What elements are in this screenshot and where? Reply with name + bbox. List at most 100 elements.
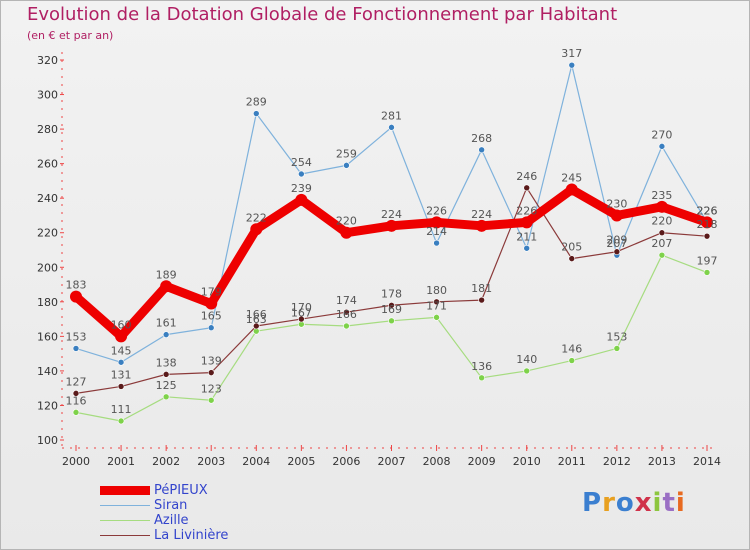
data-label: 220 [651, 215, 672, 228]
data-point [613, 345, 621, 352]
data-point [613, 248, 621, 256]
data-point [433, 298, 440, 306]
x-tick-label: 2003 [197, 455, 225, 468]
data-label: 254 [291, 156, 312, 169]
data-label: 259 [336, 147, 357, 160]
data-label: 136 [471, 360, 492, 373]
y-tick-label: 320 [37, 54, 58, 67]
data-point [703, 232, 711, 240]
data-label: 239 [291, 182, 312, 195]
y-tick-label: 280 [37, 123, 58, 136]
data-point [115, 330, 128, 343]
x-tick-label: 2008 [423, 455, 451, 468]
data-label: 178 [381, 287, 402, 300]
data-point [72, 409, 80, 416]
x-tick-label: 2013 [648, 455, 676, 468]
data-label: 214 [426, 225, 447, 238]
data-label: 226 [697, 204, 718, 217]
data-point [160, 280, 173, 293]
data-point [658, 143, 666, 150]
data-point [343, 308, 350, 316]
data-label: 180 [426, 284, 447, 297]
y-tick-label: 240 [37, 192, 58, 205]
data-label: 211 [516, 230, 537, 243]
data-label: 235 [651, 189, 672, 202]
data-label: 174 [336, 294, 357, 307]
data-label: 160 [111, 318, 132, 331]
x-tick-label: 2004 [242, 455, 270, 468]
data-label: 205 [561, 241, 582, 254]
data-label: 209 [606, 234, 627, 247]
legend-label: Azille [154, 513, 189, 528]
data-point [388, 124, 395, 131]
data-label: 207 [606, 237, 627, 250]
x-tick-label: 2007 [378, 455, 406, 468]
data-point [388, 301, 395, 309]
x-tick-label: 2000 [62, 455, 90, 468]
data-point [72, 390, 80, 397]
data-label: 140 [516, 353, 537, 366]
data-label: 125 [156, 379, 177, 392]
y-tick-label: 300 [37, 89, 58, 102]
data-label: 281 [381, 109, 402, 122]
data-label: 166 [336, 308, 357, 321]
data-point [162, 393, 170, 401]
data-point [298, 170, 305, 178]
data-point [520, 216, 533, 229]
data-point [658, 251, 666, 259]
data-point [388, 317, 395, 325]
data-label: 161 [156, 317, 177, 330]
data-point [72, 345, 80, 352]
data-label: 246 [516, 170, 537, 183]
data-point [433, 239, 440, 247]
x-tick-label: 2014 [693, 455, 721, 468]
data-label: 270 [651, 128, 672, 141]
data-point [430, 216, 443, 229]
data-point [478, 374, 485, 382]
data-label: 179 [201, 286, 222, 299]
data-label: 268 [471, 132, 492, 145]
y-tick-label: 160 [37, 330, 58, 343]
data-point [117, 358, 125, 366]
data-label: 224 [381, 208, 402, 221]
data-point [117, 417, 125, 425]
chart-subtitle: (en € et par an) [27, 29, 114, 42]
data-label: 183 [66, 279, 87, 292]
legend-swatch [100, 486, 150, 495]
legend-swatch [100, 519, 150, 522]
data-point [70, 290, 82, 303]
data-label: 289 [246, 96, 267, 109]
data-point [162, 371, 170, 378]
data-label: 153 [66, 330, 87, 343]
data-label: 226 [516, 204, 537, 217]
x-tick-label: 2002 [152, 455, 180, 468]
data-point [298, 315, 305, 323]
data-point [523, 367, 531, 375]
data-label: 218 [697, 218, 718, 231]
x-tick-label: 2001 [107, 455, 135, 468]
data-label: 146 [561, 343, 582, 356]
data-point [433, 314, 440, 321]
data-point [478, 296, 485, 304]
data-point [252, 110, 260, 117]
data-point [205, 297, 218, 310]
line-chart: 100 120 140 160 180 200 220 240 260 280 300 320 2000… [37, 47, 721, 468]
x-tick-label: 2012 [603, 455, 631, 468]
data-point [655, 200, 668, 213]
x-tick-label: 2006 [332, 455, 360, 468]
x-tick-label: 2009 [468, 455, 496, 468]
data-label: 222 [246, 211, 267, 224]
y-tick-label: 200 [37, 261, 58, 274]
data-label: 139 [201, 355, 222, 368]
data-point [478, 146, 485, 154]
data-point [343, 162, 350, 169]
data-label: 197 [697, 254, 718, 267]
data-point [565, 183, 578, 196]
data-label: 138 [156, 356, 177, 369]
data-point [162, 331, 170, 338]
data-point [340, 226, 353, 239]
data-label: 127 [66, 375, 87, 388]
data-point [703, 269, 711, 276]
data-point [568, 255, 576, 262]
data-label: 145 [111, 344, 132, 357]
